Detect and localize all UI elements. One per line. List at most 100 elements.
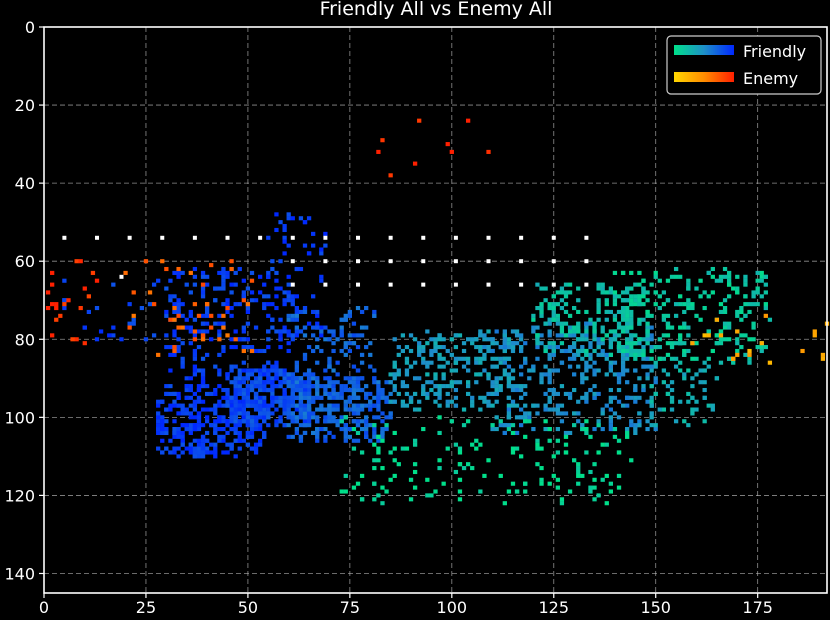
white-marker (486, 259, 491, 264)
friendly-cell (535, 333, 540, 338)
friendly-cell (217, 419, 222, 424)
friendly-cell (217, 286, 222, 291)
friendly-cell (107, 333, 112, 338)
friendly-cell (441, 345, 446, 350)
friendly-cell (710, 274, 715, 279)
friendly-cell (172, 309, 177, 315)
friendly-cell (482, 395, 487, 400)
friendly-cell (559, 419, 565, 424)
friendly-cell (641, 286, 646, 291)
friendly-cell (506, 376, 512, 381)
friendly-cell (298, 395, 304, 400)
friendly-cell (474, 360, 479, 365)
friendly-cell (702, 290, 707, 295)
friendly-cell (355, 481, 361, 486)
friendly-cell (372, 415, 377, 420)
friendly-cell (274, 360, 279, 365)
friendly-cell (274, 368, 279, 373)
friendly-cell (355, 387, 361, 393)
friendly-cell (531, 364, 536, 369)
friendly-cell (637, 321, 642, 326)
friendly-cell (421, 348, 426, 354)
enemy-cell (172, 305, 177, 311)
friendly-cell (686, 278, 691, 283)
friendly-cell (380, 395, 385, 400)
friendly-cell (759, 274, 764, 279)
friendly-cell (563, 290, 569, 295)
friendly-cell (225, 403, 230, 408)
friendly-cell (551, 302, 556, 307)
friendly-cell (412, 438, 418, 443)
friendly-cell (580, 333, 585, 338)
friendly-cell (576, 329, 581, 334)
friendly-cell (196, 384, 202, 389)
friendly-cell (286, 395, 291, 400)
friendly-cell (253, 419, 259, 424)
friendly-cell (368, 438, 373, 443)
friendly-cell (229, 364, 234, 369)
friendly-cell (233, 419, 238, 424)
friendly-cell (555, 290, 560, 295)
enemy-cell (151, 302, 157, 307)
friendly-cell (637, 341, 642, 346)
friendly-cell (327, 380, 332, 385)
friendly-cell (168, 407, 173, 412)
friendly-cell (282, 224, 287, 229)
enemy-cell (50, 282, 55, 287)
friendly-cell (209, 450, 214, 455)
friendly-cell (694, 286, 699, 291)
friendly-cell (392, 360, 397, 365)
friendly-cell (616, 294, 622, 299)
friendly-cell (755, 290, 760, 295)
friendly-cell (384, 395, 389, 400)
friendly-cell (584, 368, 589, 373)
friendly-cell (225, 302, 230, 307)
friendly-cell (302, 423, 308, 428)
friendly-cell (592, 384, 597, 389)
friendly-cell (625, 434, 630, 439)
friendly-cell (176, 345, 181, 350)
friendly-cell (331, 348, 336, 354)
friendly-cell (417, 407, 422, 412)
friendly-cell (380, 485, 385, 490)
friendly-cell (278, 337, 283, 342)
friendly-cell (637, 376, 642, 381)
friendly-cell (682, 325, 687, 330)
friendly-cell (563, 309, 569, 315)
friendly-cell (726, 274, 732, 279)
friendly-cell (506, 341, 512, 346)
friendly-cell (355, 368, 361, 373)
friendly-cell (563, 430, 569, 436)
friendly-cell (625, 337, 630, 342)
friendly-cell (315, 309, 320, 315)
friendly-cell (408, 399, 414, 404)
friendly-cell (294, 407, 299, 412)
friendly-cell (694, 313, 699, 318)
friendly-cell (351, 321, 357, 326)
friendly-cell (584, 395, 589, 400)
friendly-cell (302, 380, 308, 385)
friendly-cell (547, 345, 552, 350)
friendly-cell (559, 501, 565, 506)
friendly-cell (686, 399, 691, 404)
friendly-cell (245, 391, 251, 396)
friendly-cell (608, 399, 614, 404)
friendly-cell (494, 376, 499, 381)
friendly-cell (441, 481, 446, 486)
friendly-cell (233, 403, 238, 408)
friendly-cell (645, 372, 650, 377)
friendly-cell (412, 462, 418, 467)
friendly-cell (453, 395, 459, 400)
friendly-cell (355, 384, 361, 389)
friendly-cell (641, 278, 646, 283)
friendly-cell (445, 360, 450, 365)
friendly-cell (453, 356, 459, 361)
friendly-cell (270, 399, 275, 404)
y-tick-label: 0 (25, 18, 35, 37)
friendly-cell (82, 325, 87, 330)
friendly-cell (747, 360, 752, 365)
friendly-cell (673, 364, 679, 369)
friendly-cell (514, 403, 520, 408)
friendly-cell (192, 438, 198, 443)
friendly-cell (604, 302, 609, 307)
